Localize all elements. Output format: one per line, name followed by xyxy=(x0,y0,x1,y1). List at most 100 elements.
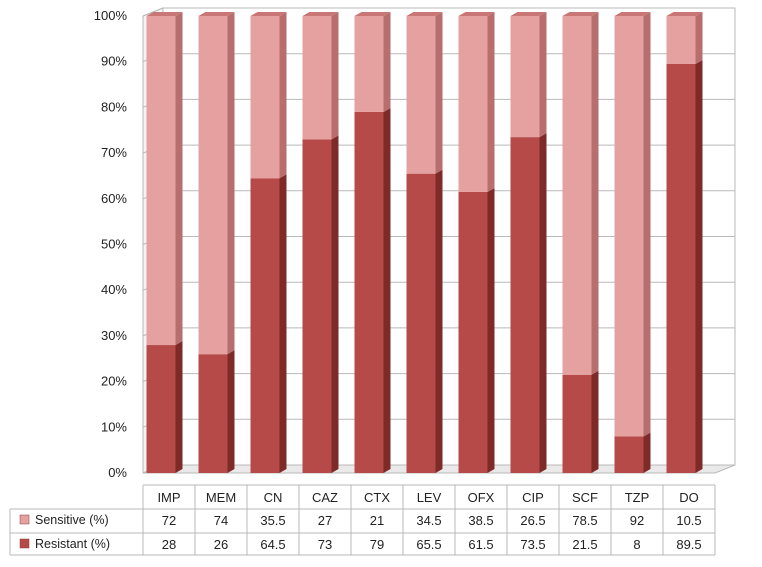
y-tick-label: 50% xyxy=(101,237,127,252)
y-tick-label: 30% xyxy=(101,328,127,343)
table-cell-value: 61.5 xyxy=(468,537,493,552)
bar-sensitive-side xyxy=(175,12,183,346)
bar-resistant-side xyxy=(331,135,339,473)
bar-group-tzp xyxy=(614,12,651,473)
bar-resistant xyxy=(562,374,592,473)
bar-sensitive xyxy=(302,16,332,140)
category-label: CAZ xyxy=(312,490,338,505)
bar-resistant-side xyxy=(591,370,599,473)
data-table: IMP MEM CN CAZ CTX LEV OFX CIP SCF TZP DO Sensitive… xyxy=(9,484,716,556)
bar-sensitive-side xyxy=(279,12,287,179)
bar-resistant-side xyxy=(383,107,391,473)
bar-sensitive-side xyxy=(591,12,599,375)
bar-resistant xyxy=(354,111,384,473)
bar-resistant-side xyxy=(695,59,703,474)
bar-sensitive-side xyxy=(643,12,651,437)
table-cell-value: 79 xyxy=(370,537,384,552)
y-tick-label: 0% xyxy=(108,465,127,480)
bar-resistant xyxy=(510,137,540,474)
bar-sensitive-side xyxy=(227,12,235,355)
bar-resistant-side xyxy=(487,187,495,473)
y-tick-label: 10% xyxy=(101,419,127,434)
bar-sensitive xyxy=(666,16,696,64)
table-cell-value: 73.5 xyxy=(520,537,545,552)
legend-entry: Sensitive (%) xyxy=(35,513,109,527)
bar-sensitive-side xyxy=(331,12,339,140)
legend-key xyxy=(19,514,30,525)
bar-top xyxy=(146,12,183,16)
table-cell-value: 8 xyxy=(633,537,640,552)
bar-sensitive xyxy=(562,16,592,375)
bar-sensitive-side xyxy=(435,12,443,174)
bar-sensitive xyxy=(354,16,384,112)
y-axis-ticks: 0% 10% 20% 30% 40% 50% 60% 70% 80% 90% 100% xyxy=(94,8,128,480)
table-cell-value: 64.5 xyxy=(260,537,285,552)
category-label: MEM xyxy=(206,490,236,505)
table-cell-value: 78.5 xyxy=(572,513,597,528)
bar-top xyxy=(510,12,547,16)
bar-sensitive-side xyxy=(539,12,547,138)
bar-top xyxy=(250,12,287,16)
category-label: SCF xyxy=(572,490,598,505)
bar-group-lev xyxy=(406,12,443,474)
bar-resistant xyxy=(198,354,228,473)
bar-group-cip xyxy=(510,12,547,474)
bar-resistant-side xyxy=(643,432,651,473)
table-cell-value: 21.5 xyxy=(572,537,597,552)
table-cell-value: 65.5 xyxy=(416,537,441,552)
table-cell-value: 21 xyxy=(370,513,384,528)
bar-resistant-side xyxy=(227,350,235,473)
table-cell-value: 38.5 xyxy=(468,513,493,528)
bar-group-scf xyxy=(562,12,599,473)
bar-resistant-side xyxy=(175,341,183,473)
bar-group-mem xyxy=(198,12,235,473)
gridline xyxy=(142,7,735,17)
y-tick-label: 80% xyxy=(101,99,127,114)
table-cell-value: 92 xyxy=(630,513,644,528)
category-label: TZP xyxy=(625,490,650,505)
y-tick-label: 20% xyxy=(101,374,127,389)
table-cell-value: 74 xyxy=(214,513,228,528)
bar-top xyxy=(406,12,443,16)
table-cell-value: 27 xyxy=(318,513,332,528)
bar-sensitive-side xyxy=(383,12,391,112)
category-label: CTX xyxy=(364,490,390,505)
table-cell-value: 72 xyxy=(162,513,176,528)
bar-resistant xyxy=(666,63,696,474)
legend-key xyxy=(19,538,30,549)
bar-sensitive-side xyxy=(487,12,495,192)
category-label: IMP xyxy=(157,490,180,505)
category-label: DO xyxy=(679,490,699,505)
category-label: CIP xyxy=(522,490,544,505)
bar-group-ctx xyxy=(354,12,391,473)
table-cell-value: 73 xyxy=(318,537,332,552)
bar-resistant xyxy=(146,345,176,473)
y-tick-label: 40% xyxy=(101,282,127,297)
bar-sensitive xyxy=(510,16,540,138)
table-cell-value: 35.5 xyxy=(260,513,285,528)
bar-resistant xyxy=(614,436,644,473)
bar-sensitive xyxy=(458,16,488,192)
table-cell-value: 34.5 xyxy=(416,513,441,528)
bar-resistant-side xyxy=(435,169,443,474)
bar-resistant xyxy=(302,139,332,473)
bar-sensitive xyxy=(146,16,176,346)
category-label: LEV xyxy=(417,490,442,505)
bar-top xyxy=(198,12,235,16)
y-tick-label: 70% xyxy=(101,145,127,160)
bar-group-caz xyxy=(302,12,339,473)
y-tick-label: 90% xyxy=(101,54,127,69)
bar-top xyxy=(354,12,391,16)
bar-group-do xyxy=(666,12,703,474)
bar-sensitive xyxy=(198,16,228,355)
table-cell-value: 26 xyxy=(214,537,228,552)
bar-resistant-side xyxy=(279,174,287,474)
bar-group-cn xyxy=(250,12,287,474)
y-tick-label: 100% xyxy=(94,8,128,23)
bar-group-imp xyxy=(146,12,183,473)
bar-top xyxy=(562,12,599,16)
bar-sensitive xyxy=(614,16,644,437)
bar-resistant xyxy=(406,173,436,474)
bar-top xyxy=(666,12,703,16)
